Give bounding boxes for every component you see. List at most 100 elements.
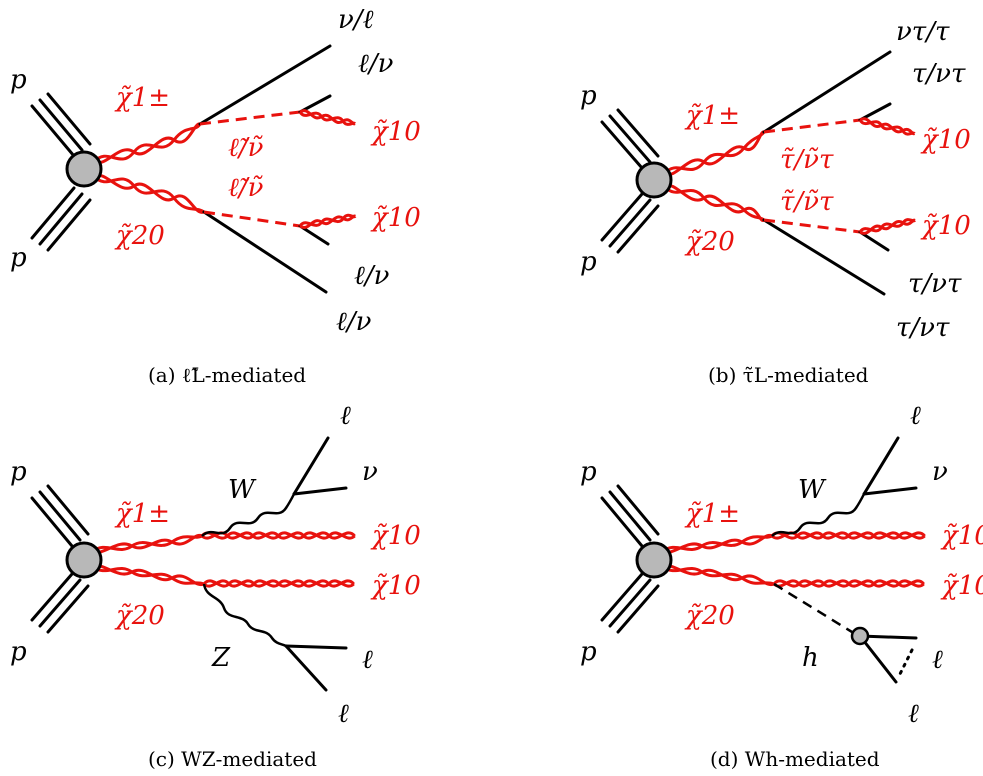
- chargino-line: [661, 533, 773, 555]
- diagram-d: p p χ̃1± χ̃20 W h ℓ ν ℓ ℓ χ̃10 χ̃10 (d) …: [580, 401, 983, 771]
- label-out-bot-outer: τ/ντ: [896, 313, 950, 343]
- neutralino2-line: [92, 173, 205, 214]
- lepton-line: [292, 436, 330, 496]
- chargino-line: [92, 122, 202, 165]
- lepton-line: [202, 210, 328, 294]
- label-lsp-top: χ̃10: [370, 117, 421, 147]
- lepton-line: [862, 436, 900, 496]
- interaction-blob: [635, 161, 673, 199]
- interaction-blob: [65, 541, 103, 579]
- label-neutralino2: χ̃20: [114, 221, 165, 251]
- stau-line: [763, 218, 861, 234]
- label-in-bot: p: [10, 637, 27, 667]
- tau-line: [762, 218, 886, 296]
- label-lsp-bot: χ̃10: [370, 203, 421, 233]
- proton-lines-bottom: [30, 572, 90, 634]
- label-out-bot-inner: τ/ντ: [908, 269, 962, 299]
- label-med-bot: τ̃/ν̃τ: [780, 187, 834, 217]
- w-boson-line: [771, 493, 866, 537]
- label-out-top-b: ν: [932, 457, 948, 487]
- label-in-bot: p: [580, 637, 597, 667]
- label-higgs: h: [802, 643, 819, 673]
- label-in-top: p: [580, 81, 597, 111]
- tau-line: [858, 230, 890, 252]
- decay-line: [858, 634, 918, 640]
- lepton-line: [284, 644, 348, 650]
- label-out-bot-a: ℓ: [932, 645, 943, 675]
- lepton-line: [284, 644, 328, 692]
- diagram-c: p p χ̃1± χ̃20 W Z ℓ ν ℓ ℓ χ̃10 χ̃10 (c) …: [10, 401, 421, 771]
- label-neutralino2: χ̃20: [684, 601, 735, 631]
- caption-d: (d) Wh-mediated: [710, 747, 880, 771]
- neutrino-line: [862, 486, 918, 496]
- label-lsp-top: χ̃10: [940, 521, 983, 551]
- diagram-a: p p χ̃1± χ̃20 ℓ̃/ν̃ ℓ̃/ν̃ ν/ℓ ℓ/ν ℓ/ν ℓ/…: [10, 5, 421, 387]
- proton-lines-top: [600, 108, 660, 170]
- higgs-decay-blob: [850, 626, 870, 646]
- label-out-bot-inner: ℓ/ν: [354, 261, 390, 291]
- tau-line: [858, 102, 892, 122]
- label-med-bot: ℓ̃/ν̃: [228, 173, 264, 203]
- proton-lines-top: [30, 484, 90, 548]
- label-out-top-b: ν: [362, 457, 378, 487]
- label-in-top: p: [580, 457, 597, 487]
- label-lsp-bot: χ̃10: [370, 571, 421, 601]
- label-out-top-outer: ντ/τ: [896, 17, 950, 47]
- neutralino2-line: [662, 183, 766, 222]
- interaction-blob: [635, 541, 673, 579]
- chargino-line: [91, 533, 203, 555]
- tau-line: [762, 50, 892, 134]
- proton-lines-bottom: [30, 186, 92, 252]
- z-boson-line: [202, 583, 287, 648]
- label-out-bot-b: ℓ: [338, 699, 349, 729]
- label-out-top-a: ℓ: [340, 401, 351, 431]
- proton-lines-top: [30, 92, 92, 158]
- w-boson-line: [201, 493, 296, 537]
- proton-lines-bottom: [600, 192, 660, 254]
- label-w-boson: W: [798, 475, 827, 505]
- slepton-line: [203, 210, 301, 228]
- caption-b: (b) τ̃L-mediated: [708, 363, 869, 387]
- label-neutralino2: χ̃20: [684, 227, 735, 257]
- label-chargino: χ̃1±: [114, 83, 170, 113]
- label-in-top: p: [10, 65, 27, 95]
- stau-line: [763, 118, 861, 134]
- label-lsp-bot: χ̃10: [940, 571, 983, 601]
- decay-line: [858, 634, 898, 684]
- label-in-top: p: [10, 457, 27, 487]
- label-med-top: ℓ̃/ν̃: [228, 133, 264, 163]
- neutralino2-line: [661, 563, 775, 587]
- label-out-top-inner: τ/ντ: [912, 59, 966, 89]
- label-out-bot-outer: ℓ/ν: [336, 307, 372, 337]
- caption-a: (a) ℓ̃L-mediated: [148, 363, 306, 387]
- proton-lines-top: [600, 484, 660, 548]
- label-med-top: τ̃/ν̃τ: [780, 145, 834, 175]
- label-z-boson: Z: [211, 643, 231, 673]
- label-neutralino2: χ̃20: [114, 601, 165, 631]
- label-in-bot: p: [10, 243, 27, 273]
- label-out-bot-b: ℓ: [908, 699, 919, 729]
- decay-dots: [898, 648, 914, 676]
- chargino-line: [662, 130, 766, 177]
- label-chargino: χ̃1±: [114, 499, 170, 529]
- label-lsp-top: χ̃10: [370, 521, 421, 551]
- label-w-boson: W: [228, 475, 257, 505]
- label-chargino: χ̃1±: [684, 101, 740, 131]
- diagram-b: p p χ̃1± χ̃20 τ̃/ν̃τ τ̃/ν̃τ ντ/τ τ/ντ τ/…: [580, 17, 971, 387]
- label-lsp-top: χ̃10: [920, 125, 971, 155]
- label-lsp-bot: χ̃10: [920, 211, 971, 241]
- label-chargino: χ̃1±: [684, 499, 740, 529]
- neutrino-line: [292, 486, 348, 496]
- caption-c: (c) WZ-mediated: [148, 747, 317, 771]
- higgs-line: [773, 582, 853, 634]
- label-out-bot-a: ℓ: [362, 645, 373, 675]
- label-out-top-inner: ℓ/ν: [358, 49, 394, 79]
- interaction-blob: [65, 150, 103, 188]
- neutralino2-line: [91, 563, 205, 587]
- proton-lines-bottom: [600, 572, 660, 634]
- lepton-line: [198, 44, 332, 126]
- label-in-bot: p: [580, 247, 597, 277]
- label-out-top-a: ℓ: [910, 401, 921, 431]
- label-out-top-outer: ν/ℓ: [338, 5, 374, 35]
